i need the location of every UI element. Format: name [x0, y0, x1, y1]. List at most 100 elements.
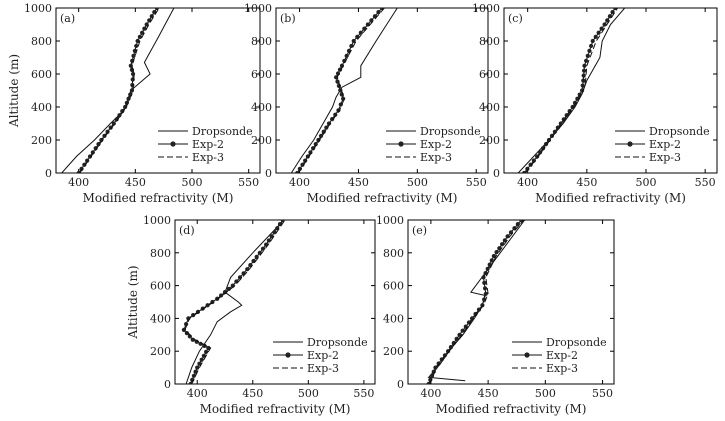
exp2-marker — [82, 162, 87, 167]
exp2-marker — [581, 73, 586, 78]
panel-label: (b) — [280, 12, 296, 25]
exp2-marker — [90, 150, 95, 155]
exp2-marker — [482, 286, 488, 291]
exp2-marker — [436, 361, 441, 366]
exp2-marker — [260, 246, 266, 251]
exp2-marker — [499, 242, 505, 247]
exp2-marker — [590, 38, 595, 44]
exp2-marker — [564, 113, 569, 118]
x-tick-label: 550 — [695, 176, 716, 189]
exp2-marker — [593, 34, 598, 39]
exp2-marker — [549, 133, 555, 138]
panel-label: (c) — [508, 12, 523, 25]
series-line-exp-3 — [184, 220, 286, 384]
exp2-marker — [206, 345, 211, 351]
y-tick-label: 800 — [383, 247, 404, 260]
x-tick-label: 450 — [478, 387, 499, 400]
exp2-marker — [558, 121, 563, 126]
legend-marker — [170, 141, 176, 147]
chart-panel-4: 400 450 500 550 0 200 400 600 800 1000 Modified re… — [126, 214, 376, 416]
exp2-marker — [205, 303, 210, 308]
exp2-marker — [376, 10, 381, 15]
exp2-marker — [607, 14, 613, 19]
legend-entry: Exp-2 — [420, 138, 452, 151]
exp2-marker — [537, 150, 543, 155]
exp2-marker — [300, 162, 305, 167]
exp2-marker — [117, 113, 122, 118]
x-tick-label: 450 — [242, 387, 263, 400]
exp2-marker — [567, 109, 572, 114]
series-line-exp-3 — [524, 8, 619, 173]
legend-marker — [398, 141, 404, 147]
exp2-marker — [505, 234, 510, 239]
exp2-marker — [338, 102, 343, 107]
x-tick-label: 500 — [182, 176, 203, 189]
exp2-marker — [489, 258, 494, 263]
exp2-marker — [126, 96, 131, 101]
exp2-marker — [552, 129, 557, 134]
exp2-marker — [610, 10, 615, 15]
x-tick-label: 550 — [592, 387, 613, 400]
exp2-marker — [93, 146, 98, 151]
exp2-marker — [318, 133, 324, 138]
legend-marker — [285, 352, 291, 358]
exp2-marker — [546, 137, 552, 143]
exp2-marker — [570, 104, 575, 110]
exp2-marker — [142, 26, 147, 31]
y-tick-label: 600 — [251, 68, 272, 81]
exp2-marker — [587, 48, 592, 54]
exp2-marker — [525, 166, 530, 171]
exp2-marker — [442, 353, 448, 358]
series-line-exp-3 — [429, 220, 524, 384]
y-tick-label: 400 — [383, 312, 404, 325]
y-tick-label: 400 — [251, 101, 272, 114]
x-tick-label: 400 — [187, 387, 208, 400]
x-tick-label: 400 — [68, 176, 89, 189]
exp2-marker — [596, 30, 601, 35]
exp2-marker — [245, 267, 250, 272]
legend-entry: Dropsonde — [192, 125, 253, 138]
y-axis-label: Altitude (m) — [7, 54, 21, 128]
x-tick-label: 500 — [407, 176, 428, 189]
series-line-dropsonde — [290, 8, 398, 173]
exp2-marker — [584, 58, 589, 63]
exp2-marker — [454, 336, 459, 341]
series-line-dropsonde — [185, 220, 285, 384]
exp2-marker — [123, 104, 128, 110]
y-tick-label: 1000 — [244, 2, 272, 15]
exp2-marker — [154, 8, 159, 11]
plot-frame — [55, 7, 261, 174]
series-line-exp-3 — [79, 8, 160, 173]
exp2-marker — [349, 43, 354, 49]
exp2-marker — [439, 357, 444, 362]
exp2-marker — [324, 125, 329, 130]
exp2-marker — [445, 349, 451, 354]
x-tick-label: 400 — [517, 176, 538, 189]
exp2-marker — [87, 154, 93, 159]
exp2-marker — [358, 30, 363, 35]
exp2-marker — [491, 253, 496, 259]
x-tick-label: 500 — [636, 176, 657, 189]
x-axis-label: Modified refractivity (M) — [83, 191, 234, 205]
y-tick-label: 0 — [397, 378, 404, 391]
chart-panel-1: 400 450 500 550 0 200 400 600 800 1000 Modified re… — [7, 2, 261, 205]
exp2-marker — [528, 162, 533, 167]
exp2-marker — [494, 250, 499, 255]
legend-entry: Dropsonde — [546, 336, 607, 349]
x-axis-label: Modified refractivity (M) — [436, 402, 587, 416]
y-tick-label: 0 — [265, 167, 272, 180]
series-line-dropsonde — [517, 8, 626, 173]
y-tick-label: 600 — [479, 68, 500, 81]
exp2-marker — [482, 280, 487, 285]
x-tick-label: 550 — [353, 387, 374, 400]
exp2-marker — [134, 43, 139, 49]
exp2-marker — [535, 154, 540, 159]
chart-panel-2: 400 450 500 550 0 200 400 600 800 1000 Modified re… — [244, 2, 489, 205]
series-line-exp-2 — [78, 8, 158, 173]
x-axis-label: Modified refractivity (M) — [200, 402, 351, 416]
series-line-dropsonde — [61, 8, 175, 173]
y-tick-label: 200 — [31, 134, 52, 147]
exp2-marker — [344, 53, 349, 58]
